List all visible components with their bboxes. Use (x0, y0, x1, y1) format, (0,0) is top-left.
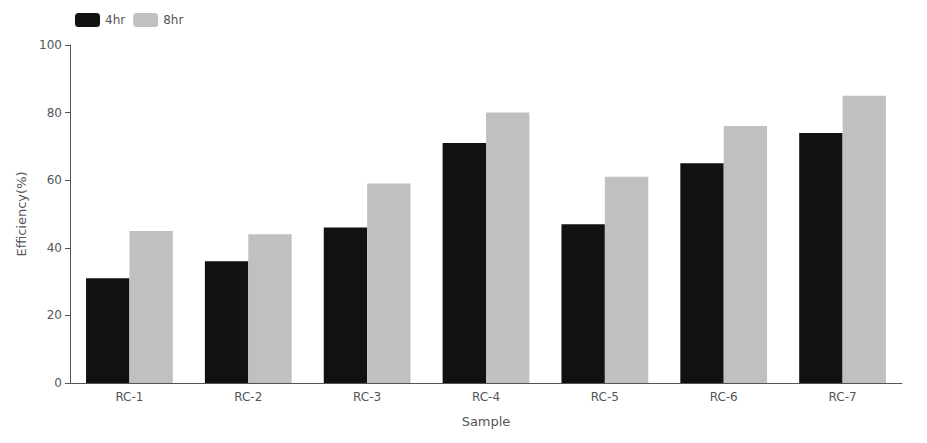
svg-text:RC-6: RC-6 (710, 390, 738, 404)
svg-text:40: 40 (47, 241, 62, 255)
svg-text:60: 60 (47, 173, 62, 187)
svg-text:RC-2: RC-2 (234, 390, 262, 404)
svg-text:4hr: 4hr (105, 13, 125, 27)
svg-text:Efficiency(%): Efficiency(%) (14, 171, 29, 256)
svg-text:8hr: 8hr (163, 13, 183, 27)
svg-text:RC-4: RC-4 (472, 390, 500, 404)
svg-text:Sample: Sample (462, 414, 511, 429)
svg-text:RC-7: RC-7 (829, 390, 857, 404)
svg-text:100: 100 (39, 38, 62, 52)
svg-text:RC-3: RC-3 (353, 390, 381, 404)
svg-text:0: 0 (54, 376, 62, 390)
svg-text:80: 80 (47, 106, 62, 120)
svg-text:RC-5: RC-5 (591, 390, 619, 404)
svg-text:20: 20 (47, 308, 62, 322)
svg-text:RC-1: RC-1 (115, 390, 143, 404)
